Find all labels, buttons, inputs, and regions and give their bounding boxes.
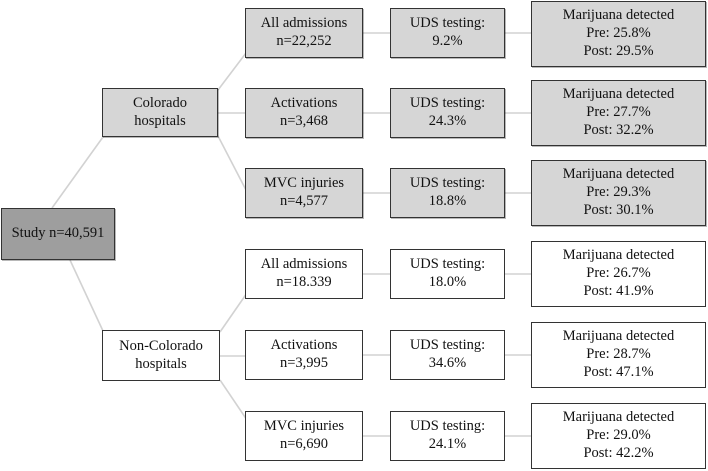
uds-box: UDS testing: 18.0% xyxy=(390,249,505,299)
marijuana-box: Marijuana detected Pre: 28.7% Post: 47.1… xyxy=(531,322,706,388)
marijuana-pre: Pre: 29.0% xyxy=(586,427,651,444)
connector-line xyxy=(219,292,248,333)
connector-line xyxy=(219,379,248,421)
marijuana-label: Marijuana detected xyxy=(562,166,675,183)
uds-pct: 24.1% xyxy=(428,436,467,452)
cohort-label: All admissions xyxy=(260,256,348,273)
marijuana-box: Marijuana detected Pre: 29.3% Post: 30.1… xyxy=(531,160,706,226)
uds-box: UDS testing: 34.6% xyxy=(390,330,505,380)
marijuana-pre: Pre: 28.7% xyxy=(586,346,651,363)
uds-pct: 18.0% xyxy=(428,274,467,290)
uds-pct: 34.6% xyxy=(428,355,467,371)
uds-box: UDS testing: 24.3% xyxy=(390,88,505,138)
cohort-box: All admissions n=22,252 xyxy=(245,8,363,58)
marijuana-pre: Pre: 26.7% xyxy=(586,265,651,282)
connector-line xyxy=(217,135,247,191)
cohort-box: MVC injuries n=4,577 xyxy=(245,168,363,218)
group-box-non-colorado: Non-Colorado hospitals xyxy=(102,330,220,381)
uds-pct: 9.2% xyxy=(432,33,463,49)
marijuana-post: Post: 47.1% xyxy=(583,363,654,380)
cohort-box: Activations n=3,995 xyxy=(245,330,363,380)
uds-label: UDS testing: xyxy=(409,95,486,112)
cohort-box: MVC injuries n=6,690 xyxy=(245,411,363,461)
group-label-line2: hospitals xyxy=(135,355,187,372)
marijuana-box: Marijuana detected Pre: 29.0% Post: 42.2… xyxy=(531,403,706,469)
connector-line xyxy=(69,259,104,332)
study-root-label: Study n=40,591 xyxy=(11,225,105,242)
study-root-box: Study n=40,591 xyxy=(1,208,115,260)
marijuana-pre: Pre: 29.3% xyxy=(586,184,651,201)
cohort-n: n=3,468 xyxy=(279,113,329,129)
marijuana-label: Marijuana detected xyxy=(562,247,675,264)
marijuana-label: Marijuana detected xyxy=(562,7,675,24)
uds-label: UDS testing: xyxy=(409,337,486,354)
cohort-box: Activations n=3,468 xyxy=(245,88,363,138)
group-label-line1: Non-Colorado xyxy=(119,337,203,354)
cohort-n: n=6,690 xyxy=(279,436,329,452)
marijuana-label: Marijuana detected xyxy=(562,328,675,345)
marijuana-box: Marijuana detected Pre: 26.7% Post: 41.9… xyxy=(531,241,706,307)
uds-label: UDS testing: xyxy=(409,175,486,192)
uds-label: UDS testing: xyxy=(409,256,486,273)
marijuana-label: Marijuana detected xyxy=(562,409,675,426)
marijuana-label: Marijuana detected xyxy=(562,86,675,103)
marijuana-post: Post: 32.2% xyxy=(583,121,654,138)
uds-label: UDS testing: xyxy=(409,15,486,32)
marijuana-pre: Pre: 25.8% xyxy=(586,25,651,42)
connector-line xyxy=(217,52,247,91)
uds-pct: 18.8% xyxy=(428,193,467,209)
uds-pct: 24.3% xyxy=(428,113,467,129)
cohort-label: MVC injuries xyxy=(263,175,345,192)
cohort-n: n=4,577 xyxy=(279,193,329,209)
cohort-label: MVC injuries xyxy=(263,418,345,435)
cohort-label: Activations xyxy=(270,95,338,112)
group-label-line1: Colorado xyxy=(133,94,187,111)
marijuana-pre: Pre: 27.7% xyxy=(586,104,651,121)
group-label-line2: hospitals xyxy=(134,112,186,129)
group-box-colorado: Colorado hospitals xyxy=(102,88,218,137)
cohort-label: All admissions xyxy=(260,15,348,32)
marijuana-box: Marijuana detected Pre: 27.7% Post: 32.2… xyxy=(531,80,706,146)
marijuana-box: Marijuana detected Pre: 25.8% Post: 29.5… xyxy=(531,1,706,67)
uds-box: UDS testing: 24.1% xyxy=(390,411,505,461)
marijuana-post: Post: 41.9% xyxy=(583,282,654,299)
connector-line xyxy=(51,136,104,209)
cohort-n: n=18.339 xyxy=(276,274,332,290)
marijuana-post: Post: 29.5% xyxy=(583,42,654,59)
marijuana-post: Post: 42.2% xyxy=(583,444,654,461)
cohort-box: All admissions n=18.339 xyxy=(245,249,363,299)
marijuana-post: Post: 30.1% xyxy=(583,201,654,218)
uds-label: UDS testing: xyxy=(409,418,486,435)
uds-box: UDS testing: 9.2% xyxy=(390,8,505,58)
uds-box: UDS testing: 18.8% xyxy=(390,168,505,218)
cohort-label: Activations xyxy=(270,337,338,354)
cohort-n: n=3,995 xyxy=(279,355,329,371)
cohort-n: n=22,252 xyxy=(276,33,332,49)
